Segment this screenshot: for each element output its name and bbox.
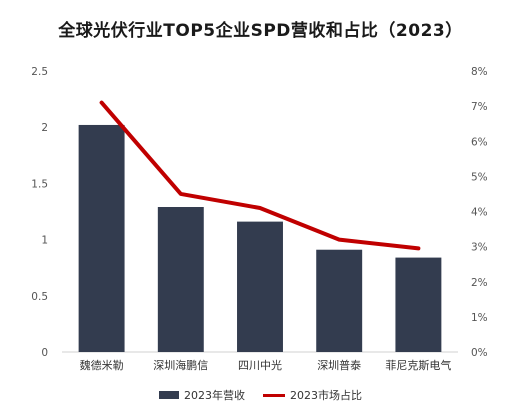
y-right-tick-label: 5% xyxy=(471,171,488,183)
y-left-tick-label: 0 xyxy=(41,347,48,359)
x-category-label: 魏德米勒 xyxy=(80,358,124,372)
y-right-tick-label: 7% xyxy=(471,101,488,113)
y-left-tick-label: 1 xyxy=(41,235,48,247)
x-category-label: 菲尼克斯电气 xyxy=(385,358,451,372)
legend-item-revenue: 2023年营收 xyxy=(159,387,245,403)
revenue-bar xyxy=(157,207,204,352)
market-share-point xyxy=(100,101,104,105)
y-left-tick-label: 2 xyxy=(41,122,48,134)
revenue-bar xyxy=(316,249,363,352)
y-right-tick-label: 0% xyxy=(471,347,488,359)
revenue-bar xyxy=(78,124,125,353)
y-right-tick-label: 2% xyxy=(471,277,488,289)
legend-label-share: 2023市场占比 xyxy=(290,389,362,402)
y-left-tick-label: 1.5 xyxy=(31,178,48,190)
y-left-tick-label: 2.5 xyxy=(31,66,48,78)
market-share-point xyxy=(416,246,420,250)
market-share-point xyxy=(179,192,183,196)
market-share-point xyxy=(337,238,341,242)
y-right-tick-label: 1% xyxy=(471,312,488,324)
revenue-bar xyxy=(395,257,442,352)
revenue-bar xyxy=(237,221,283,352)
legend-item-share: 2023市场占比 xyxy=(263,387,362,403)
legend-label-revenue: 2023年营收 xyxy=(184,389,245,402)
chart-legend: 2023年营收 2023市场占比 xyxy=(0,387,521,403)
market-share-point xyxy=(258,206,262,210)
y-left-tick-label: 0.5 xyxy=(31,291,48,303)
x-category-label: 深圳普泰 xyxy=(317,358,361,372)
y-right-tick-label: 3% xyxy=(471,242,488,254)
x-category-label: 深圳海鹏信 xyxy=(153,358,208,372)
legend-line-swatch xyxy=(263,393,285,397)
y-right-tick-label: 6% xyxy=(471,136,488,148)
x-category-label: 四川中光 xyxy=(238,358,282,372)
chart-title: 全球光伏行业TOP5企业SPD营收和占比（2023） xyxy=(58,21,463,41)
y-right-tick-label: 4% xyxy=(471,207,488,219)
y-right-tick-label: 8% xyxy=(471,66,488,78)
legend-bar-swatch xyxy=(159,391,179,399)
